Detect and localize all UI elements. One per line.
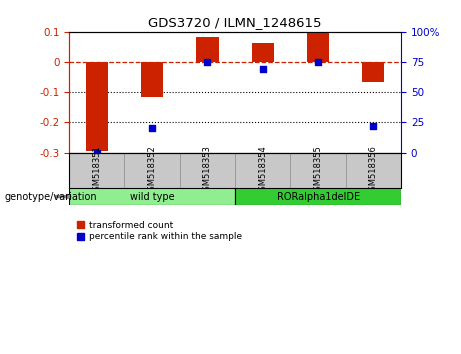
Point (204, 59, 211, 65)
Point (370, 123, 377, 129)
Bar (196, 37, 219, 62)
Bar (307, 33, 329, 62)
Bar (235, 188, 401, 205)
Text: GSM518356: GSM518356 (369, 145, 378, 196)
Text: GSM518352: GSM518352 (148, 145, 157, 195)
Title: GDS3720 / ILMN_1248615: GDS3720 / ILMN_1248615 (148, 16, 322, 29)
Legend: transformed count, percentile rank within the sample: transformed count, percentile rank withi… (74, 217, 246, 245)
Bar (141, 62, 163, 97)
Text: GSM518353: GSM518353 (203, 145, 212, 196)
Text: wild type: wild type (130, 192, 174, 201)
Bar (86, 62, 108, 151)
Bar (362, 62, 384, 82)
Bar (252, 43, 274, 62)
Text: GSM518351: GSM518351 (92, 145, 101, 195)
Bar (69, 188, 235, 205)
Text: GSM518354: GSM518354 (258, 145, 267, 195)
Point (259, 67, 266, 72)
Point (93, 150, 100, 155)
Point (148, 126, 156, 131)
Text: GSM518355: GSM518355 (313, 145, 323, 195)
Text: genotype/variation: genotype/variation (5, 192, 97, 201)
Text: RORalpha1delDE: RORalpha1delDE (277, 192, 360, 201)
Point (314, 59, 322, 65)
